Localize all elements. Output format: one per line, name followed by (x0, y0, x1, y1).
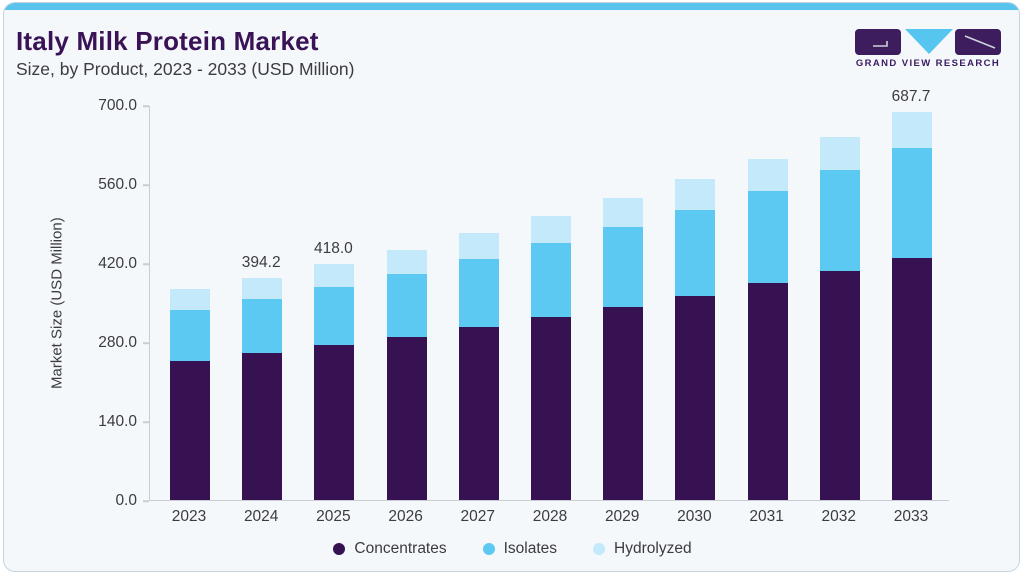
bar-2023 (170, 289, 210, 500)
y-tick-mark (143, 263, 149, 265)
bar-2029 (603, 198, 644, 500)
gvr-logo-mark-icon (855, 29, 1001, 55)
legend-dot-isolates-icon (482, 543, 495, 555)
legend-label-isolates: Isolates (503, 540, 558, 557)
bar-2028 (531, 216, 571, 500)
bar-segment-concentrates-2030 (675, 296, 716, 500)
bar-segment-concentrates-2024 (242, 353, 283, 500)
legend-item-concentrates: Concentrates (333, 540, 447, 558)
y-tick-mark (143, 184, 149, 186)
bar-segment-isolates-2025 (314, 286, 355, 345)
total-data-label-2025: 418.0 (313, 240, 353, 258)
grand-view-research-logo: GRAND VIEW RESEARCH (853, 27, 1003, 71)
x-tick-label-2026: 2026 (388, 508, 423, 525)
legend-dot-concentrates-icon (333, 543, 346, 555)
x-tick-label-2025: 2025 (316, 508, 351, 525)
y-tick-mark (143, 342, 149, 344)
x-tick-label-2030: 2030 (677, 508, 712, 525)
bar-segment-isolates-2024 (242, 298, 283, 354)
bar-segment-hydrolyzed-2026 (386, 250, 427, 274)
bar-segment-hydrolyzed-2030 (675, 179, 716, 210)
legend-item-isolates: Isolates (482, 540, 558, 558)
y-tick-mark (143, 500, 149, 502)
bar-segment-isolates-2033 (892, 147, 932, 258)
bar-segment-isolates-2029 (603, 226, 644, 308)
x-tick-label-2028: 2028 (532, 508, 568, 525)
bar-2026 (386, 250, 427, 500)
bar-2027 (458, 233, 499, 500)
x-tick-label-2023: 2023 (171, 508, 207, 525)
bar-2031 (747, 159, 788, 500)
top-accent-strip (4, 3, 1019, 10)
bar-segment-concentrates-2027 (458, 327, 499, 500)
y-tick-mark (143, 105, 149, 107)
bar-segment-concentrates-2023 (170, 360, 210, 500)
x-tick-label-2027: 2027 (460, 508, 496, 525)
chart-legend: Concentrates Isolates Hydrolyzed (0, 537, 1025, 561)
bar-2030 (675, 179, 716, 500)
bar-segment-hydrolyzed-2027 (458, 233, 499, 259)
bar-segment-isolates-2023 (170, 309, 210, 361)
bar-segment-hydrolyzed-2029 (603, 198, 644, 227)
x-tick-label-2029: 2029 (604, 508, 640, 525)
bar-segment-isolates-2031 (747, 190, 788, 284)
logo-wordmark: GRAND VIEW RESEARCH (855, 58, 1001, 69)
total-data-label-2033: 687.7 (891, 87, 931, 105)
bar-segment-concentrates-2026 (386, 337, 427, 500)
y-tick-label: 700.0 (98, 97, 137, 114)
bar-segment-hydrolyzed-2024 (242, 277, 283, 299)
bar-segment-hydrolyzed-2032 (819, 136, 860, 170)
bar-segment-concentrates-2032 (819, 270, 860, 500)
bar-segment-hydrolyzed-2033 (892, 111, 932, 148)
bar-segment-isolates-2026 (386, 273, 427, 338)
y-tick-label: 280.0 (98, 334, 137, 351)
bar-segment-isolates-2030 (675, 209, 716, 297)
bar-2024 (242, 277, 283, 500)
legend-label-concentrates: Concentrates (354, 540, 447, 557)
y-tick-mark (143, 421, 149, 423)
y-tick-label: 420.0 (98, 255, 137, 272)
total-data-label-2024: 394.2 (241, 253, 281, 271)
y-axis-title: Market Size (USD Million) (48, 217, 66, 390)
legend-dot-hydrolyzed-icon (593, 543, 606, 555)
bar-2033 (892, 111, 932, 500)
bar-segment-concentrates-2025 (314, 345, 355, 500)
bar-segment-hydrolyzed-2028 (531, 216, 571, 244)
x-tick-label-2024: 2024 (243, 508, 279, 525)
legend-item-hydrolyzed: Hydrolyzed (593, 540, 692, 558)
bar-segment-hydrolyzed-2023 (170, 289, 210, 310)
page-title: Italy Milk Protein Market (16, 26, 319, 56)
bar-segment-isolates-2032 (819, 169, 860, 271)
chart-plot-area (149, 106, 949, 501)
bar-segment-concentrates-2028 (531, 317, 571, 500)
y-tick-label: 0.0 (115, 492, 137, 509)
y-tick-label: 140.0 (98, 413, 137, 430)
x-tick-label-2033: 2033 (893, 508, 929, 525)
page-subtitle: Size, by Product, 2023 - 2033 (USD Milli… (16, 59, 355, 79)
bar-2032 (819, 136, 860, 500)
bar-segment-isolates-2028 (531, 243, 571, 318)
legend-label-hydrolyzed: Hydrolyzed (614, 540, 692, 557)
x-tick-label-2031: 2031 (749, 508, 784, 525)
y-tick-label: 560.0 (98, 176, 137, 193)
bar-segment-concentrates-2029 (603, 307, 644, 500)
bar-segment-isolates-2027 (458, 259, 499, 328)
bar-segment-hydrolyzed-2025 (314, 264, 355, 287)
bar-segment-concentrates-2031 (747, 283, 788, 500)
bar-segment-hydrolyzed-2031 (747, 159, 788, 191)
bar-segment-concentrates-2033 (892, 257, 932, 500)
x-tick-label-2032: 2032 (821, 508, 857, 525)
bar-2025 (314, 264, 355, 500)
